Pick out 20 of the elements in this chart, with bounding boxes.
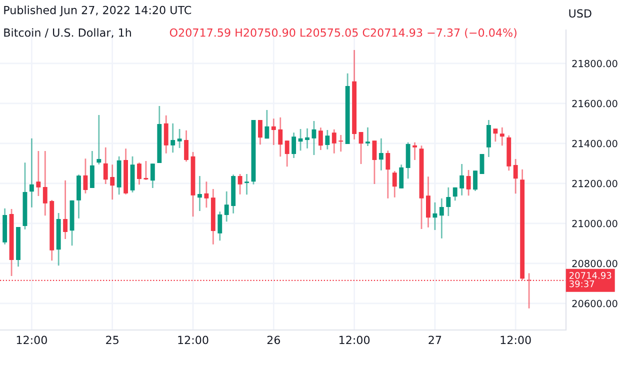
y-tick-label: 21400.00 (572, 140, 618, 148)
y-tick-label: 21600.00 (572, 100, 618, 108)
y-tick-label: 21000.00 (572, 220, 618, 228)
y-axis-title: USD (569, 9, 592, 18)
chart-title: Bitcoin / U.S. Dollar, 1h (4, 28, 131, 38)
chart-subtitle: O20717.59 H20750.90 L20575.05 C20714.93 −7.37 (−0.04%) (170, 28, 516, 38)
y-tick-label: 20600.00 (572, 300, 618, 308)
candlestick (480, 154, 484, 174)
x-tick-label: 25 (106, 336, 118, 344)
y-tick-label: 21200.00 (572, 180, 618, 188)
y-tick-label: 20800.00 (572, 260, 618, 268)
x-tick-label: 12:00 (340, 336, 370, 344)
x-tick-label: 12:00 (178, 336, 208, 344)
ref-line-label: 20714.93 39:37 (569, 272, 612, 288)
text: Published Jun 27, 2022 14:20 UTC (4, 6, 192, 16)
x-tick-label: 26 (267, 336, 280, 344)
x-tick-label: 27 (428, 336, 442, 344)
x-tick-label: 12:00 (16, 336, 47, 344)
x-tick-label: 12:00 (500, 336, 531, 344)
y-tick-label: 21800.00 (572, 60, 618, 68)
